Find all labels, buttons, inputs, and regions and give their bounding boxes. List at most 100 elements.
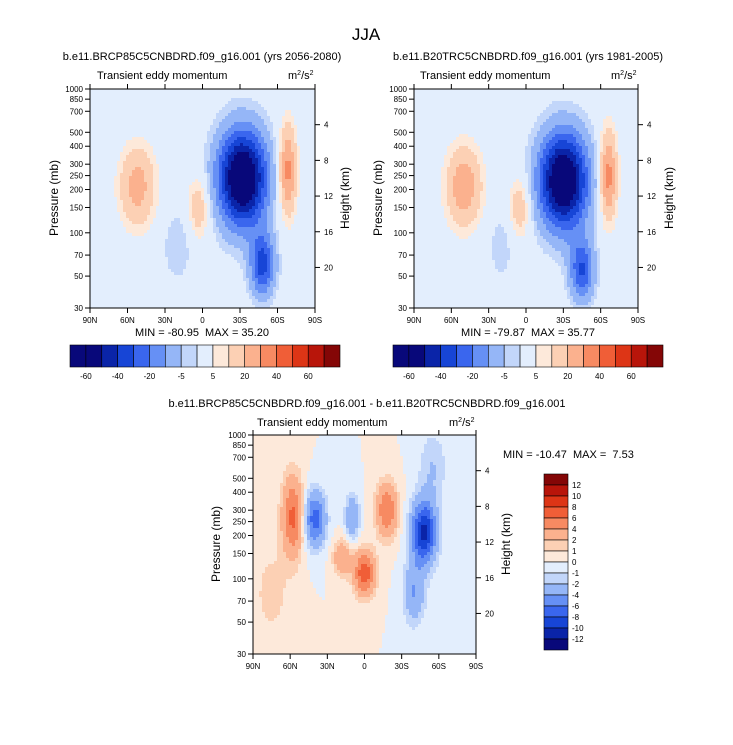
field-cell — [189, 104, 192, 107]
field-cell — [285, 263, 288, 266]
field-cell — [153, 116, 156, 119]
field-cell — [168, 146, 171, 149]
field-cell — [198, 107, 201, 110]
field-cell — [267, 179, 270, 182]
field-cell — [201, 155, 204, 158]
field-cell — [135, 203, 138, 206]
field-cell — [144, 224, 147, 227]
field-cell — [279, 230, 282, 233]
field-cell — [231, 146, 234, 149]
field-cell — [291, 116, 294, 119]
field-cell — [126, 101, 129, 104]
field-cell — [282, 203, 285, 206]
field-cell — [90, 239, 93, 242]
field-cell — [192, 131, 195, 134]
field-cell — [147, 224, 150, 227]
field-cell — [153, 224, 156, 227]
field-cell — [297, 116, 300, 119]
field-cell — [246, 167, 249, 170]
field-cell — [180, 191, 183, 194]
field-cell — [174, 119, 177, 122]
field-cell — [309, 209, 312, 212]
field-cell — [264, 128, 267, 131]
field-cell — [129, 176, 132, 179]
field-cell — [255, 260, 258, 263]
field-cell — [219, 209, 222, 212]
field-cell — [144, 263, 147, 266]
field-cell — [240, 173, 243, 176]
field-cell — [141, 251, 144, 254]
field-cell — [225, 101, 228, 104]
field-cell — [102, 239, 105, 242]
field-cell — [168, 236, 171, 239]
field-cell — [153, 110, 156, 113]
field-cell — [174, 110, 177, 113]
field-cell — [129, 134, 132, 137]
field-cell — [213, 149, 216, 152]
field-cell — [255, 194, 258, 197]
field-cell — [300, 92, 303, 95]
field-cell — [243, 206, 246, 209]
field-cell — [102, 179, 105, 182]
field-cell — [165, 89, 168, 92]
field-cell — [282, 185, 285, 188]
field-cell — [210, 233, 213, 236]
field-cell — [117, 227, 120, 230]
field-cell — [198, 176, 201, 179]
field-cell — [168, 221, 171, 224]
field-cell — [141, 128, 144, 131]
field-cell — [231, 233, 234, 236]
field-cell — [303, 272, 306, 275]
field-cell — [213, 284, 216, 287]
field-cell — [258, 272, 261, 275]
field-cell — [240, 182, 243, 185]
field-cell — [297, 188, 300, 191]
field-cell — [222, 98, 225, 101]
field-cell — [258, 188, 261, 191]
field-cell — [117, 239, 120, 242]
field-cell — [147, 98, 150, 101]
field-cell — [273, 263, 276, 266]
field-cell — [234, 89, 237, 92]
field-cell — [102, 173, 105, 176]
field-cell — [198, 236, 201, 239]
field-cell — [225, 254, 228, 257]
field-cell — [147, 140, 150, 143]
field-cell — [210, 188, 213, 191]
field-cell — [186, 191, 189, 194]
field-cell — [201, 236, 204, 239]
field-cell — [246, 149, 249, 152]
field-cell — [168, 104, 171, 107]
field-cell — [273, 245, 276, 248]
field-cell — [120, 173, 123, 176]
field-cell — [162, 146, 165, 149]
field-cell — [126, 149, 129, 152]
field-cell — [303, 164, 306, 167]
field-cell — [213, 140, 216, 143]
field-cell — [168, 284, 171, 287]
field-cell — [237, 155, 240, 158]
field-cell — [234, 137, 237, 140]
field-cell — [126, 263, 129, 266]
field-cell — [135, 92, 138, 95]
field-cell — [285, 140, 288, 143]
field-cell — [171, 251, 174, 254]
field-cell — [132, 191, 135, 194]
field-cell — [258, 128, 261, 131]
field-cell — [165, 128, 168, 131]
field-cell — [195, 230, 198, 233]
field-cell — [111, 206, 114, 209]
field-cell — [255, 227, 258, 230]
field-cell — [300, 122, 303, 125]
field-cell — [108, 137, 111, 140]
field-cell — [210, 242, 213, 245]
field-cell — [162, 119, 165, 122]
field-cell — [231, 128, 234, 131]
field-cell — [117, 164, 120, 167]
field-cell — [147, 194, 150, 197]
field-cell — [168, 140, 171, 143]
field-cell — [111, 95, 114, 98]
field-cell — [210, 269, 213, 272]
field-cell — [138, 242, 141, 245]
field-cell — [255, 200, 258, 203]
